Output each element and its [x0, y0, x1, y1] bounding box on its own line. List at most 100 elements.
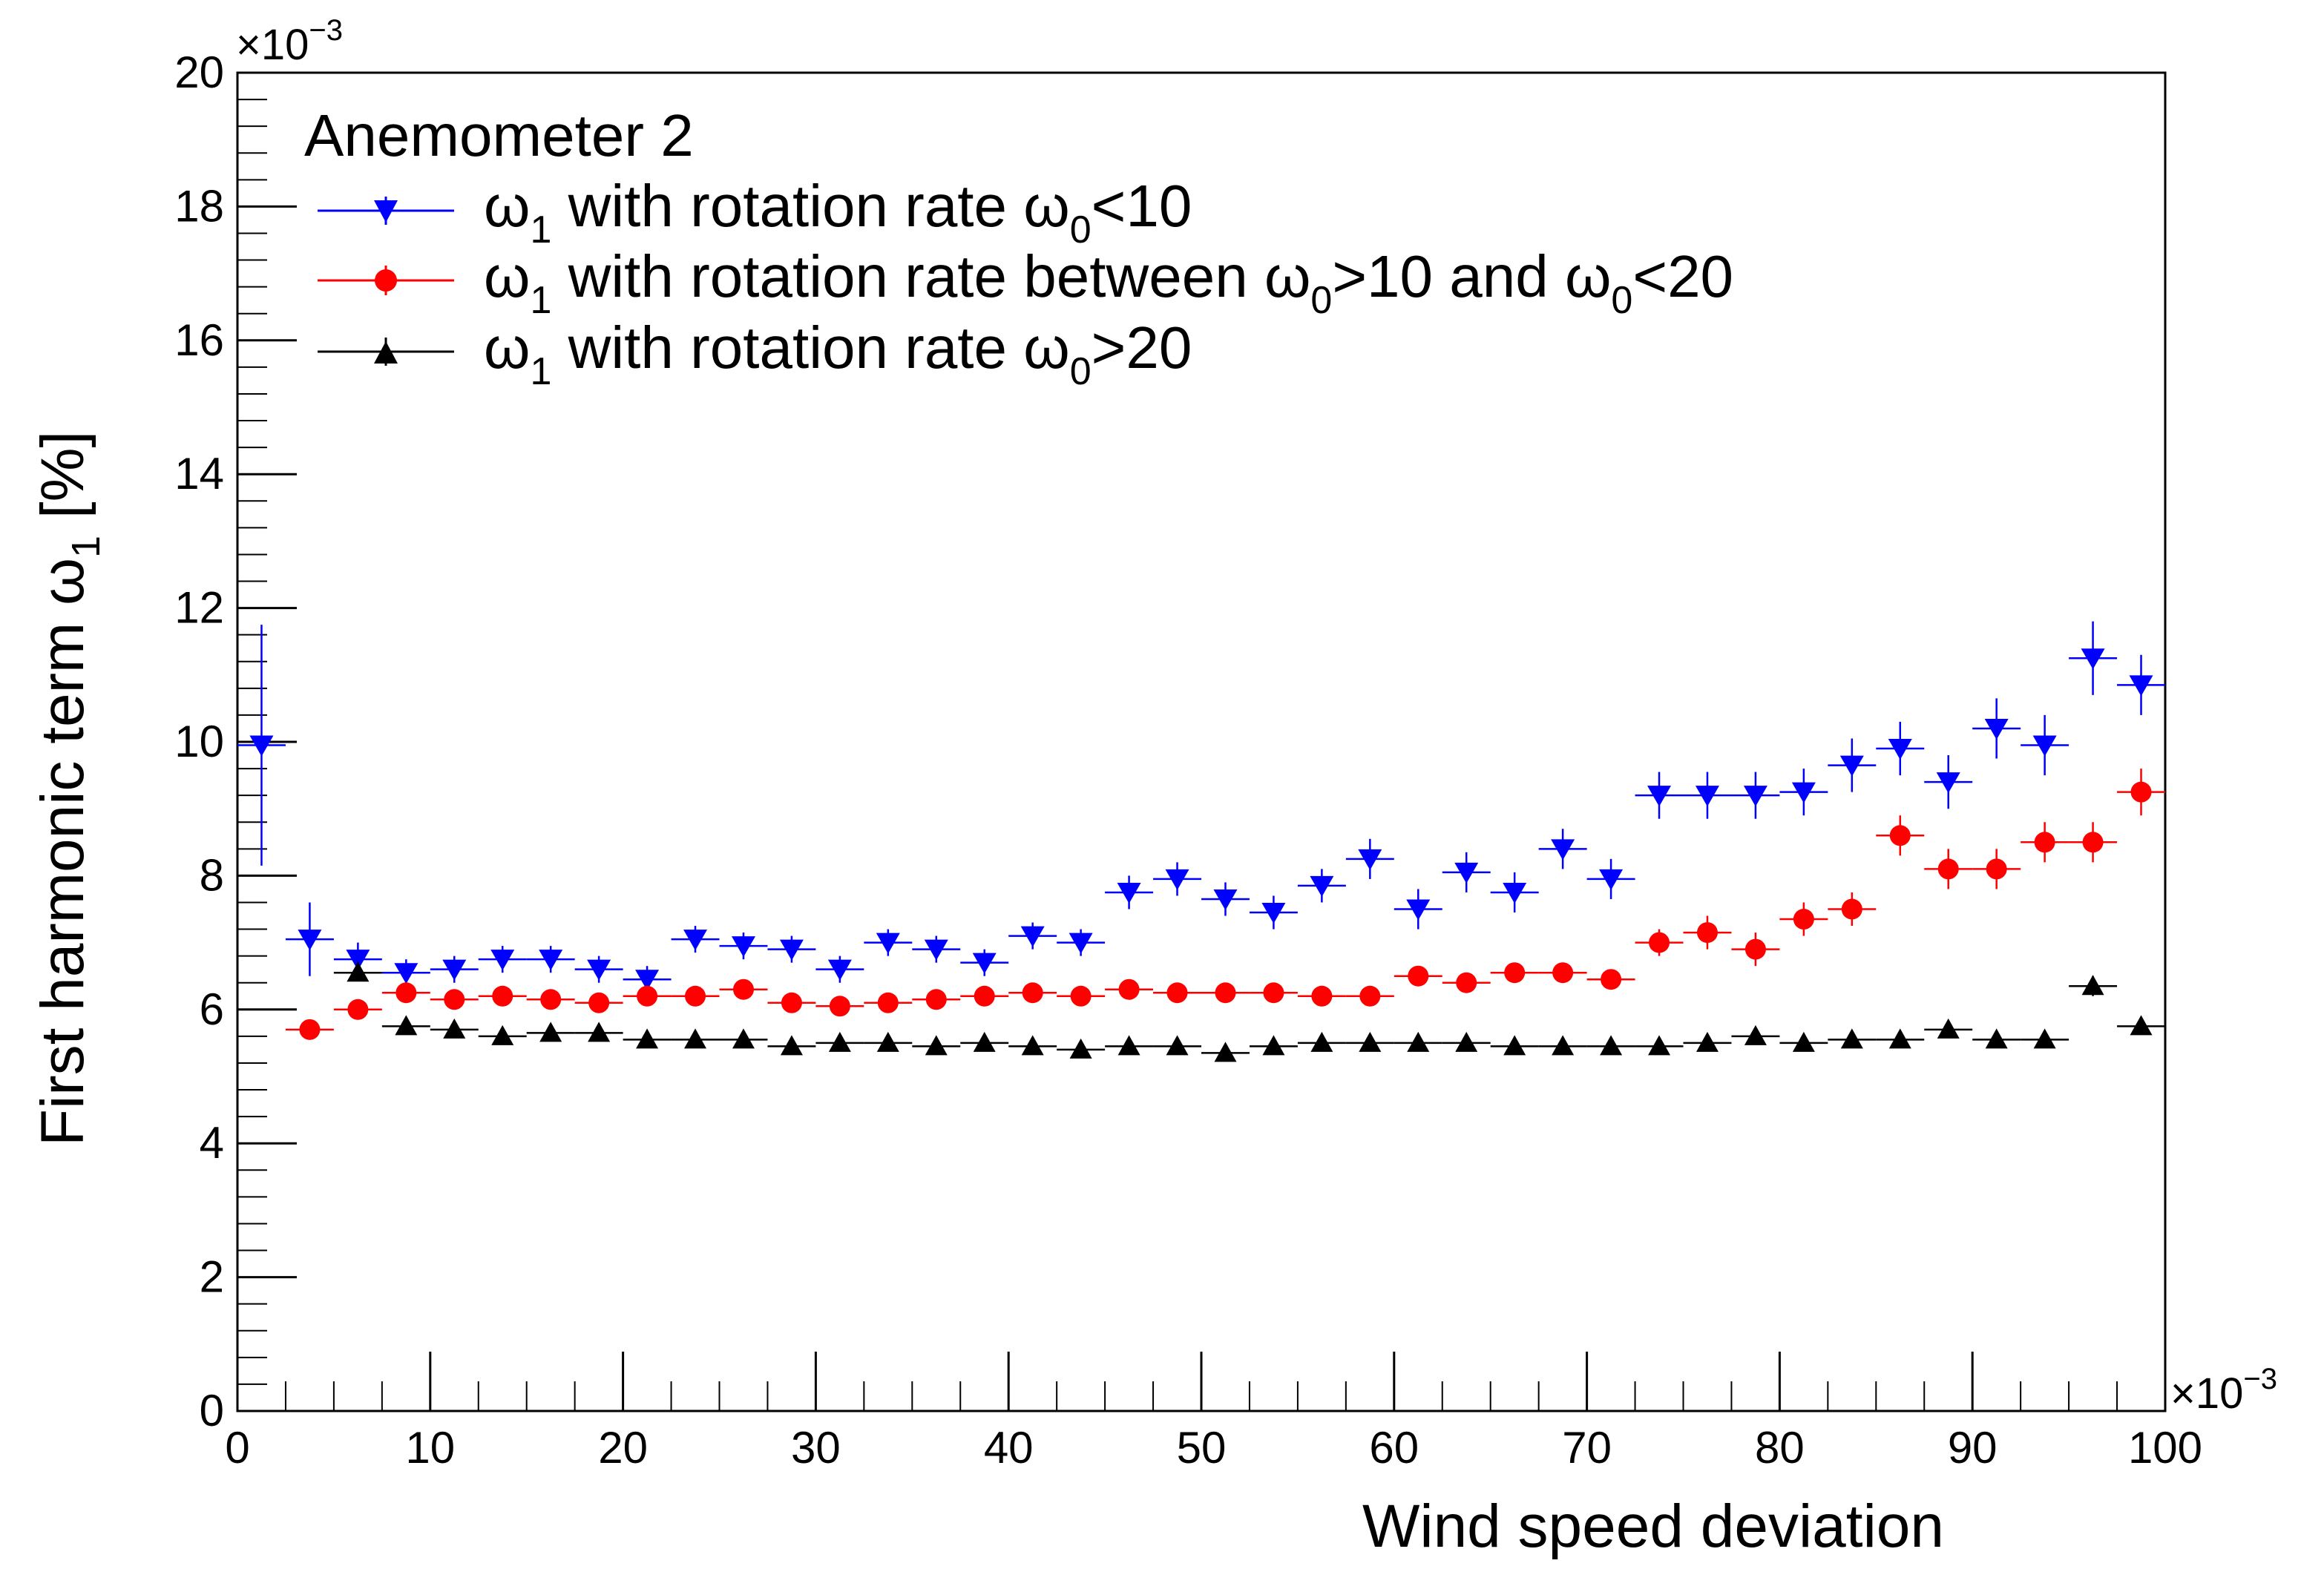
- data-point: [1695, 786, 1719, 807]
- legend-label-blue-mid: with rotation rate ω: [551, 173, 1069, 239]
- legend-entry-blue: ω1 with rotation rate ω0<10: [318, 173, 1192, 251]
- data-point: [974, 985, 995, 1007]
- data-point: [1600, 1035, 1623, 1056]
- data-point: [249, 735, 274, 757]
- data-layer: [237, 621, 2165, 1062]
- data-point: [1408, 965, 1429, 987]
- y-axis-title: First harmonic term ω1 [%]: [29, 431, 108, 1146]
- data-point: [588, 992, 610, 1013]
- data-point: [442, 959, 467, 981]
- data-point: [1984, 718, 2009, 740]
- legend-label-blue-post: <10: [1092, 173, 1192, 239]
- data-point: [732, 1028, 755, 1049]
- data-point: [395, 1015, 418, 1036]
- data-point: [2129, 675, 2153, 697]
- data-point: [1840, 1028, 1863, 1049]
- data-point: [2081, 648, 2105, 670]
- y-tick-label: 0: [200, 1386, 224, 1435]
- data-point: [1937, 858, 1959, 880]
- x-axis-title: Wind speed deviation: [1362, 1493, 1944, 1560]
- data-point: [1986, 858, 2007, 880]
- data-point: [443, 1018, 466, 1039]
- data-point: [298, 930, 322, 951]
- x-axis-exponent: ×10−3: [2170, 1363, 2277, 1418]
- legend-label-red-pre: ω: [484, 243, 530, 309]
- y-axis-exponent-base: ×10: [236, 21, 309, 69]
- series-1: [285, 769, 2165, 1040]
- data-point: [1406, 899, 1431, 921]
- y-tick-label: 18: [174, 181, 224, 231]
- data-point: [1888, 739, 1912, 760]
- data-point: [1743, 786, 1767, 807]
- data-point: [444, 989, 465, 1010]
- data-point: [1166, 982, 1188, 1004]
- series-0: [237, 621, 2165, 993]
- data-point: [827, 959, 852, 981]
- data-point: [1214, 1042, 1237, 1062]
- data-point: [1503, 882, 1527, 904]
- data-point: [587, 959, 611, 981]
- x-tick-label: 100: [2128, 1423, 2202, 1473]
- x-tick-label: 20: [598, 1423, 648, 1473]
- legend-label-red-post: >10 and ω: [1332, 243, 1611, 309]
- data-point: [1262, 1035, 1285, 1056]
- legend-label-black-post: >20: [1092, 315, 1192, 381]
- y-tick-label: 16: [174, 315, 224, 365]
- y-tick-label: 12: [174, 583, 224, 633]
- legend-label-black-mid: with rotation rate ω: [551, 315, 1069, 381]
- legend-marker-red: [375, 269, 397, 292]
- data-point: [876, 1031, 899, 1052]
- data-point: [395, 982, 417, 1004]
- x-tick-label: 60: [1369, 1423, 1419, 1473]
- x-tick-label: 50: [1177, 1423, 1227, 1473]
- data-point: [635, 970, 660, 991]
- data-point: [2130, 781, 2152, 803]
- data-point: [1937, 1018, 1960, 1039]
- data-point: [491, 1024, 514, 1045]
- data-point: [1070, 985, 1092, 1007]
- data-point: [1069, 1038, 1092, 1059]
- y-axis-exponent-power: −3: [309, 14, 343, 47]
- legend-label-red: ω1 with rotation rate between ω0>10 and …: [484, 243, 1733, 322]
- data-point: [683, 930, 708, 951]
- data-point: [1215, 982, 1236, 1004]
- data-point: [732, 978, 754, 1000]
- legend: Anemometer 2 ω1 with rotation rate ω0<10…: [304, 102, 1733, 393]
- data-point: [1166, 1035, 1189, 1056]
- x-tick-label: 30: [791, 1423, 841, 1473]
- data-point: [1117, 1035, 1140, 1056]
- data-point: [1744, 1024, 1767, 1045]
- y-axis-title-unit: [%]: [29, 431, 96, 536]
- data-point: [1359, 985, 1381, 1007]
- data-point: [1455, 1031, 1478, 1052]
- data-point: [2032, 735, 2057, 757]
- data-point: [972, 953, 997, 974]
- data-point: [1793, 909, 1814, 930]
- data-point: [685, 985, 706, 1007]
- data-point: [1647, 786, 1672, 807]
- data-point: [636, 1028, 659, 1049]
- x-axis-exponent-base: ×10: [2170, 1369, 2243, 1418]
- legend-label-red-mid: with rotation rate between ω: [551, 243, 1310, 309]
- legend-marker-blue: [374, 200, 398, 223]
- data-point: [1791, 782, 1816, 803]
- data-point: [637, 985, 658, 1007]
- data-point: [539, 950, 563, 971]
- data-point: [2081, 975, 2104, 996]
- data-point: [394, 963, 418, 984]
- data-point: [1504, 962, 1526, 984]
- legend-label-blue-sub2: 0: [1070, 208, 1092, 251]
- data-point: [2082, 832, 2104, 853]
- data-point: [1118, 978, 1140, 1000]
- data-point: [1359, 1031, 1382, 1052]
- legend-label-black: ω1 with rotation rate ω0>20: [484, 315, 1192, 393]
- x-tick-label: 80: [1755, 1423, 1805, 1473]
- y-tick-label: 2: [200, 1252, 224, 1302]
- data-point: [781, 992, 802, 1013]
- y-tick-label: 14: [174, 449, 224, 499]
- data-point: [1839, 755, 1864, 777]
- data-point: [490, 950, 515, 971]
- x-tick-label: 10: [405, 1423, 455, 1473]
- data-point: [2034, 832, 2055, 853]
